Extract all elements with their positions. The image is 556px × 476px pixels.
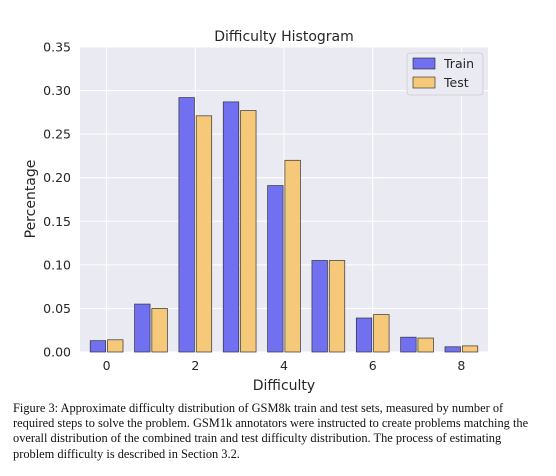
bar-train (178, 97, 195, 353)
bar-train (400, 336, 417, 353)
bar-train (89, 340, 107, 353)
legend-swatch-test (412, 76, 436, 89)
y-tick-label: 0.30 (43, 83, 71, 98)
bar-train (222, 101, 240, 353)
y-tick-label: 0.35 (43, 40, 71, 55)
x-tick-label: 4 (280, 358, 288, 373)
chart-title: Difficulty Histogram (214, 29, 354, 45)
bar-test (240, 110, 257, 353)
bar-train (134, 303, 151, 353)
x-tick-label: 2 (191, 358, 199, 373)
y-tick-label: 0.20 (43, 170, 71, 185)
y-tick-labels: 0.00 0.05 0.10 0.15 0.20 0.25 0.30 0.35 (43, 40, 71, 360)
x-tick-label: 8 (457, 358, 465, 373)
bar-train (311, 260, 328, 353)
y-tick-label: 0.15 (43, 214, 71, 229)
bar-test (107, 339, 124, 353)
bar-train (355, 317, 373, 353)
bar-test (151, 308, 168, 353)
y-axis-label: Percentage (23, 160, 39, 239)
y-tick-label: 0.25 (43, 127, 71, 142)
x-tick-label: 0 (103, 358, 111, 373)
legend-swatch-train (412, 57, 436, 70)
bar-test (417, 337, 434, 353)
x-tick-label: 6 (369, 358, 377, 373)
x-axis-label: Difficulty (253, 378, 315, 394)
bar-train (444, 346, 461, 353)
bar-test (373, 314, 390, 353)
bar-test (195, 115, 213, 353)
bars (89, 97, 479, 353)
y-tick-label: 0.00 (43, 345, 71, 360)
legend-label-test: Test (443, 75, 469, 90)
y-tick-label: 0.05 (43, 301, 71, 316)
bar-test (284, 159, 301, 353)
x-tick-labels: 0 2 4 6 8 (103, 358, 466, 373)
bar-test (461, 345, 479, 353)
legend: Train Test (406, 52, 484, 96)
difficulty-histogram-chart: 0.00 0.05 0.10 0.15 0.20 0.25 0.30 0.35 0 2 4 6 8 D… (23, 29, 488, 394)
y-tick-label: 0.10 (43, 257, 71, 272)
figure-caption: Figure 3: Approximate difficulty distrib… (13, 401, 529, 461)
legend-label-train: Train (443, 56, 474, 71)
bar-test (328, 260, 346, 353)
bar-train (267, 185, 284, 353)
grid-lines (80, 46, 488, 353)
